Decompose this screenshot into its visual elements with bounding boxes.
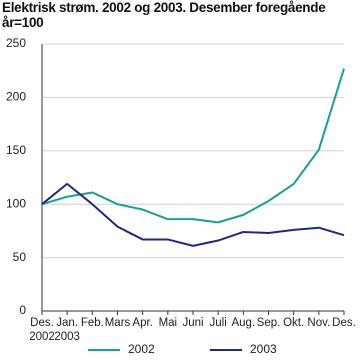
x-tick-label: Okt.	[283, 317, 305, 329]
y-tick-label: 50	[13, 250, 27, 264]
series-line	[41, 182, 345, 247]
chart-title: Elektrisk strøm. 2002 og 2003. Desember …	[2, 0, 326, 30]
legend-label: 2002	[128, 342, 155, 356]
x-tick-label: Mars	[104, 317, 131, 329]
x-tick-label: Jan. 2003	[54, 317, 80, 343]
y-tick-label: 0	[19, 303, 26, 317]
legend-label: 2003	[250, 342, 277, 356]
x-tick-label: Sep.	[256, 317, 281, 329]
x-tick-label: Aug.	[231, 317, 256, 329]
y-tick-label: 150	[6, 143, 26, 157]
x-tick-label: Mai	[158, 317, 178, 329]
x-tick-label: Des. 2002	[29, 317, 55, 343]
series-line	[41, 68, 345, 224]
y-tick-label: 200	[6, 90, 26, 104]
y-tick-label: 100	[6, 196, 26, 210]
x-tick-label: Apr.	[132, 317, 153, 329]
x-tick-label: Juli	[209, 317, 227, 329]
y-tick-label: 250	[6, 36, 26, 50]
x-tick-label: Nov.	[307, 317, 331, 329]
x-tick-label: Juni	[182, 317, 204, 329]
x-tick-label: Feb.	[80, 317, 104, 329]
x-tick-label: Des.	[332, 317, 356, 329]
